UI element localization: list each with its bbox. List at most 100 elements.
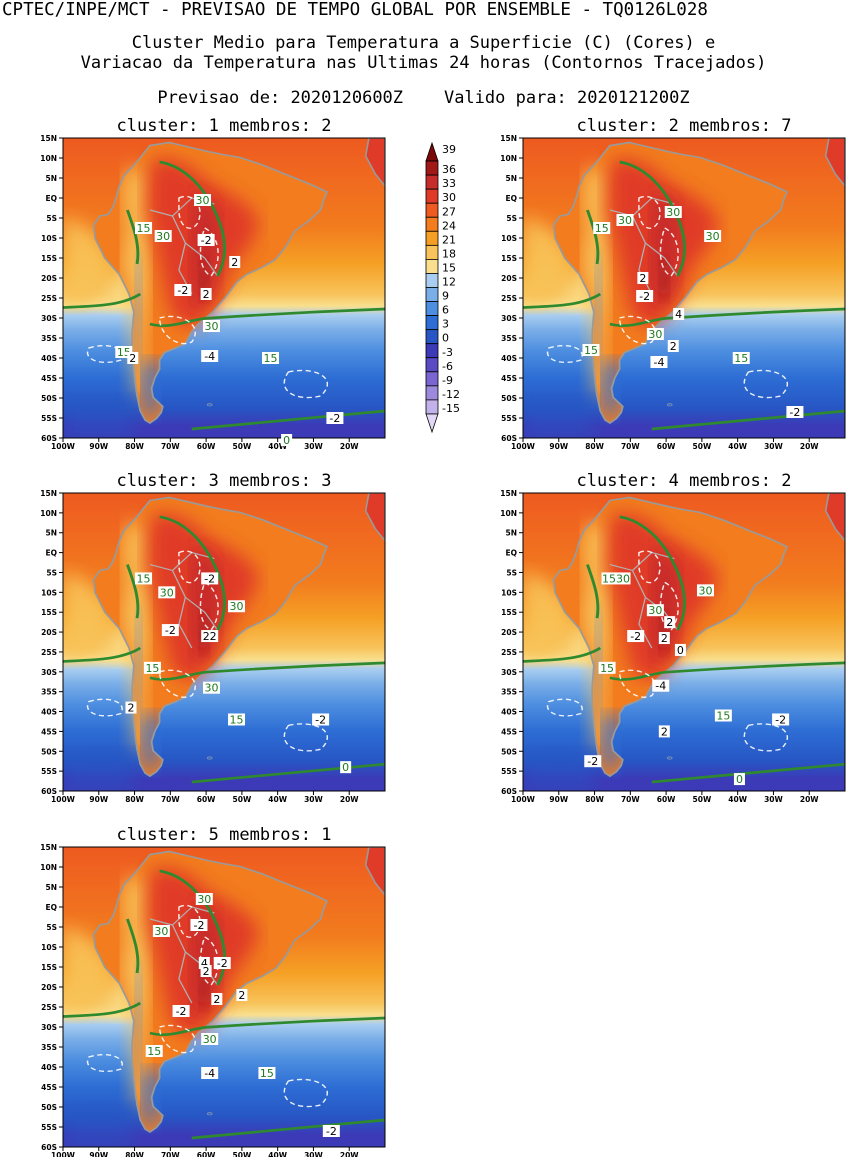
contour-label: 30 — [646, 604, 664, 617]
contour-label: 30 — [201, 1033, 219, 1046]
svg-text:30: 30 — [154, 925, 168, 938]
svg-text:2: 2 — [203, 288, 210, 301]
cluster-title: cluster: 3 membros: 3 — [117, 471, 332, 491]
contour-label: -2 — [172, 1005, 190, 1018]
colorbar-label: -12 — [442, 388, 460, 401]
lat-tick-label: 30S — [41, 314, 57, 323]
lat-tick-label: 10N — [500, 154, 517, 163]
svg-text:15: 15 — [600, 662, 614, 675]
lat-tick-label: 15N — [40, 843, 57, 852]
contour-label: -4 — [652, 679, 670, 693]
svg-text:22: 22 — [203, 630, 217, 643]
contour-label: 0 — [281, 434, 293, 447]
lat-tick-label: 30S — [41, 1023, 57, 1032]
colorbar-segment — [425, 329, 439, 345]
lon-tick-label: 30W — [304, 795, 323, 804]
lon-tick-label: 80W — [585, 795, 604, 804]
lat-tick-label: 5N — [506, 174, 518, 183]
svg-text:30: 30 — [197, 893, 211, 906]
header-product-line: CPTEC/INPE/MCT - PREVISAO DE TEMPO GLOBA… — [2, 0, 708, 20]
lat-tick-label: 35S — [41, 334, 57, 343]
contour-label: 30 — [195, 893, 213, 906]
lat-tick-label: 5S — [46, 568, 57, 577]
lat-tick-label: 60S — [41, 434, 57, 443]
lon-tick-label: 50W — [233, 795, 252, 804]
lat-tick-label: 10S — [41, 234, 57, 243]
colorbar-label: 30 — [442, 191, 456, 204]
svg-text:-2: -2 — [315, 713, 326, 726]
colorbar-segment — [425, 287, 439, 302]
lon-tick-label: 30W — [304, 1151, 323, 1157]
svg-text:-4: -4 — [653, 356, 664, 369]
svg-text:15: 15 — [147, 1045, 161, 1058]
colorbar-label: 24 — [442, 219, 456, 232]
svg-text:30: 30 — [618, 214, 632, 227]
contour-label: 2 — [229, 256, 241, 269]
cluster-title: cluster: 1 membros: 2 — [117, 116, 332, 136]
colorbar-segment — [425, 202, 439, 218]
svg-text:15: 15 — [716, 710, 730, 723]
svg-text:-2: -2 — [775, 713, 786, 726]
contour-label: 30 — [704, 230, 722, 243]
colorbar-label: -9 — [442, 374, 453, 387]
lon-tick-label: 60W — [197, 795, 216, 804]
lon-tick-label: 100W — [511, 795, 536, 804]
contour-label: 30 — [616, 214, 634, 227]
svg-text:0: 0 — [736, 773, 743, 786]
svg-text:15: 15 — [137, 222, 151, 235]
lat-tick-label: 50S — [41, 1103, 57, 1112]
lon-tick-label: 90W — [89, 442, 108, 451]
lat-tick-label: 10S — [501, 588, 517, 597]
lat-tick-label: 60S — [501, 787, 517, 796]
svg-text:-4: -4 — [655, 680, 666, 693]
contour-label: -2 — [627, 630, 645, 643]
contour-label: 15 — [598, 661, 616, 675]
lon-tick-label: 90W — [549, 442, 568, 451]
lat-tick-label: 40S — [41, 1063, 57, 1072]
svg-text:15: 15 — [595, 222, 609, 235]
colorbar-segment — [425, 343, 439, 359]
colorbar-label: 3 — [442, 318, 449, 331]
map-panel-cluster-5: 15N 10N 5N EQ 5S 10S 15S 20S 25S 30S 35S 40S 45S 50S 5… — [40, 825, 386, 1157]
map-panel-cluster-3: 15N 10N 5N EQ 5S 10S 15S 20S 25S 30S 35S 40S 45S 50S 5… — [40, 471, 386, 804]
svg-text:1530: 1530 — [602, 572, 630, 585]
svg-text:30: 30 — [648, 328, 662, 341]
svg-text:4: 4 — [675, 308, 682, 321]
lat-tick-label: 5N — [506, 529, 518, 538]
contour-label: 4 — [198, 957, 210, 970]
contour-label: -2 — [201, 572, 219, 585]
svg-text:30: 30 — [648, 604, 662, 617]
svg-text:-2: -2 — [587, 755, 598, 768]
lat-tick-label: 10N — [500, 509, 517, 518]
contour-label: -2 — [772, 713, 790, 726]
lon-tick-label: 90W — [89, 1151, 108, 1157]
lat-tick-label: 15S — [41, 608, 57, 617]
colorbar-label: 15 — [442, 261, 456, 274]
lat-tick-label: 15N — [40, 489, 57, 498]
svg-text:-2: -2 — [165, 624, 176, 637]
lat-tick-label: EQ — [46, 549, 58, 558]
lon-tick-label: 100W — [511, 442, 536, 451]
svg-text:-2: -2 — [204, 572, 215, 585]
colorbar-segment — [425, 244, 439, 260]
lon-tick-label: 20W — [340, 795, 359, 804]
contour-label: -2 — [174, 284, 192, 297]
svg-text:15: 15 — [260, 1067, 274, 1080]
contour-label: 0 — [733, 773, 745, 786]
contour-label: -2 — [326, 412, 344, 425]
svg-text:30: 30 — [230, 600, 244, 613]
lon-tick-label: 60W — [197, 442, 216, 451]
svg-text:30: 30 — [706, 230, 720, 243]
lat-tick-label: 20S — [501, 274, 517, 283]
colorbar-segment — [425, 141, 439, 162]
lon-tick-label: 90W — [89, 795, 108, 804]
svg-text:2: 2 — [129, 352, 136, 365]
lon-tick-label: 80W — [585, 442, 604, 451]
map-frame — [522, 137, 846, 439]
lat-tick-label: 15S — [41, 963, 57, 972]
map-frame — [62, 137, 386, 439]
map-frame — [522, 492, 846, 792]
lat-tick-label: 60S — [41, 787, 57, 796]
lat-tick-label: 55S — [501, 767, 517, 776]
map-panel-cluster-2: 15N 10N 5N EQ 5S 10S 15S 20S 25S 30S 35S 40S 45S 50S 5… — [500, 116, 846, 451]
